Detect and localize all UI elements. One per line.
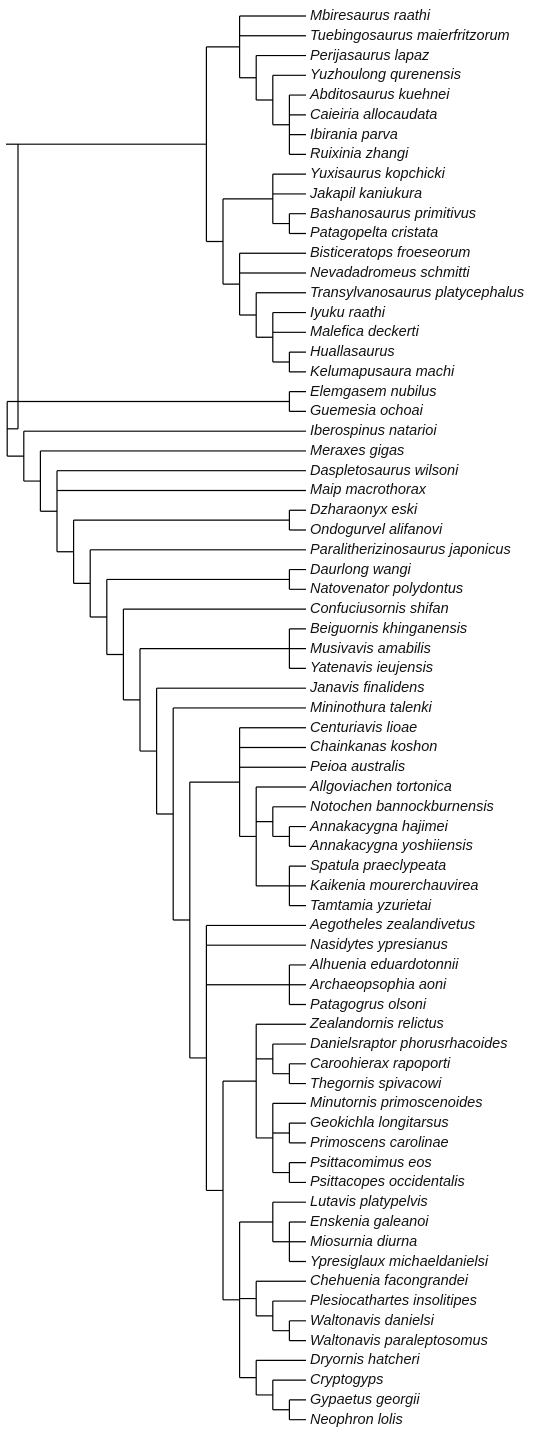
taxon-label: Neophron lolis — [310, 1411, 403, 1428]
taxon-label: Zealandornis relictus — [310, 1016, 444, 1033]
taxon-label: Perijasaurus lapaz — [310, 47, 430, 64]
taxon-label: Iyuku raathi — [310, 304, 385, 321]
taxon-label: Yuxisaurus kopchicki — [310, 166, 445, 183]
taxon-label: Dryornis hatcheri — [310, 1352, 420, 1369]
taxon-label: Daspletosaurus wilsoni — [310, 462, 459, 479]
taxon-label: Psittacopes occidentalis — [310, 1174, 465, 1191]
taxon-label: Enskenia galeanoi — [310, 1213, 429, 1230]
taxon-label: Ondogurvel alifanovi — [310, 522, 443, 539]
taxon-label: Mininothura talenki — [310, 699, 432, 716]
taxon-label: Cryptogyps — [310, 1372, 384, 1389]
taxon-label: Annakacygna hajimei — [310, 818, 448, 835]
taxon-label: Lutavis platypelvis — [310, 1194, 428, 1211]
taxon-label: Ypresiglaux michaeldanielsi — [310, 1253, 489, 1270]
taxon-label: Chainkanas koshon — [310, 739, 438, 756]
taxon-label: Caieiria allocaudata — [310, 106, 438, 123]
taxon-label: Alhuenia eduardotonnii — [310, 956, 459, 973]
taxon-label: Gypaetus georgii — [310, 1391, 420, 1408]
taxon-label: Primoscens carolinae — [310, 1134, 449, 1151]
taxon-label: Huallasaurus — [310, 344, 395, 361]
taxon-label: Miosurnia diurna — [310, 1233, 418, 1250]
taxon-label: Maip macrothorax — [310, 482, 427, 499]
taxon-label: Waltonavis danielsi — [310, 1312, 434, 1329]
taxon-label: Daurlong wangi — [310, 561, 411, 578]
taxon-label: Jakapil kaniukura — [310, 185, 423, 202]
taxon-label: Dzharaonyx eski — [310, 502, 418, 519]
taxon-label: Yuzhoulong qurenensis — [310, 67, 462, 84]
taxon-label: Annakacygna yoshiiensis — [310, 838, 473, 855]
taxon-label: Transylvanosaurus platycephalus — [310, 284, 525, 301]
taxon-label: Waltonavis paraleptosomus — [310, 1332, 488, 1349]
taxon-label: Notochen bannockburnensis — [310, 798, 494, 815]
taxon-label: Nasidytes ypresianus — [310, 937, 448, 954]
taxon-label: Janavis finalidens — [310, 680, 425, 697]
taxon-label: Natovenator polydontus — [310, 581, 464, 598]
taxon-label: Tuebingosaurus maierfritzorum — [310, 27, 510, 44]
taxon-label: Abditosaurus kuehnei — [310, 87, 450, 104]
taxon-label: Peioa australis — [310, 759, 406, 776]
taxon-label: Elemgasem nubilus — [310, 383, 437, 400]
taxon-label: Guemesia ochoai — [310, 403, 423, 420]
taxon-label: Iberospinus natarioi — [310, 423, 437, 440]
taxon-label: Psittacomimus eos — [310, 1154, 432, 1171]
taxon-label: Patagogrus olsoni — [310, 996, 427, 1013]
taxon-label: Aegotheles zealandivetus — [310, 917, 476, 934]
taxon-label: Plesiocathartes insolitipes — [310, 1293, 477, 1310]
taxon-label: Allgoviachen tortonica — [310, 779, 452, 796]
taxon-label: Archaeopsophia aoni — [310, 976, 447, 993]
taxon-label: Geokichla longitarsus — [310, 1115, 449, 1132]
taxon-label: Bisticeratops froeseorum — [310, 245, 471, 262]
taxon-label: Chehuenia facongrandei — [310, 1273, 469, 1290]
taxon-label: Beiguornis khinganensis — [310, 620, 468, 637]
taxon-label: Centuriavis lioae — [310, 719, 418, 736]
taxon-label: Danielsraptor phorusrhacoides — [310, 1036, 508, 1053]
taxon-label: Yatenavis ieujensis — [310, 660, 434, 677]
taxon-label: Malefica deckerti — [310, 324, 419, 341]
taxon-label: Mbiresaurus raathi — [310, 8, 431, 24]
taxon-label: Patagopelta cristata — [310, 225, 439, 242]
taxon-label: Thegornis spivacowi — [310, 1075, 442, 1092]
taxon-label: Minutornis primoscenoides — [310, 1095, 483, 1112]
taxon-label: Confuciusornis shifan — [310, 601, 449, 618]
taxon-label: Spatula praeclypeata — [310, 858, 447, 875]
taxon-label: Tamtamia yzurietai — [310, 897, 432, 914]
taxon-label: Paralitherizinosaurus japonicus — [310, 541, 511, 558]
taxon-label: Bashanosaurus primitivus — [310, 205, 477, 222]
taxon-label: Nevadadromeus schmitti — [310, 265, 470, 281]
taxon-label: Meraxes gigas — [310, 442, 405, 459]
taxon-label: Kelumapusaura machi — [310, 363, 455, 380]
taxon-label: Ruixinia zhangi — [310, 146, 409, 163]
taxon-label: Caroohierax rapoporti — [310, 1055, 451, 1072]
taxon-label: Kaikenia mourerchauvirea — [310, 877, 479, 894]
taxon-label: Musivavis amabilis — [310, 640, 431, 657]
taxon-label: Ibirania parva — [310, 126, 398, 143]
